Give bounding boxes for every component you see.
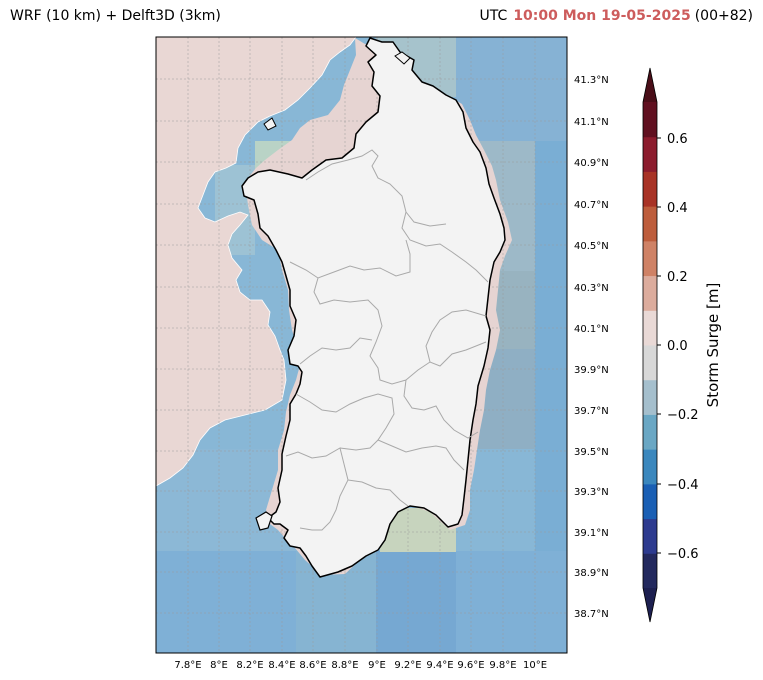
lon-label: 9°E <box>368 660 386 671</box>
colorbar-segment <box>643 483 657 520</box>
colorbar-segment <box>643 345 657 381</box>
colorbar: 0.6 0.4 0.2 0.0 −0.2 −0.4 −0.6 Storm Sur… <box>642 67 722 623</box>
island-asinara <box>263 117 277 131</box>
lon-label: 8.6°E <box>299 660 326 671</box>
lat-label: 40.1°N <box>574 324 609 335</box>
lat-label: 38.7°N <box>574 609 609 620</box>
colorbar-tick-label: 0.2 <box>667 270 688 285</box>
lon-label: 8.8°E <box>331 660 358 671</box>
colorbar-segment <box>643 275 657 311</box>
colorbar-segment <box>643 136 657 172</box>
colorbar-segment <box>643 414 657 450</box>
lat-label: 40.9°N <box>574 158 609 169</box>
colorbar-segment <box>643 553 657 589</box>
colorbar-under-extension <box>643 588 657 622</box>
lat-label: 39.5°N <box>574 447 609 458</box>
lat-label: 39.1°N <box>574 528 609 539</box>
province-boundaries <box>285 149 489 531</box>
lat-label: 39.3°N <box>574 487 609 498</box>
lon-label: 7.8°E <box>174 660 201 671</box>
sardinia-landmass <box>241 37 506 578</box>
lat-label: 39.9°N <box>574 365 609 376</box>
lon-label: 8°E <box>210 660 228 671</box>
lon-label: 9.4°E <box>426 660 453 671</box>
colorbar-tick-label: −0.4 <box>667 478 699 493</box>
valid-time: UTC 10:00 Mon 19-05-2025 (00+82) <box>480 8 753 24</box>
colorbar-over-extension <box>643 68 657 102</box>
lon-label: 9.8°E <box>489 660 516 671</box>
lat-label: 38.9°N <box>574 568 609 579</box>
lon-label: 8.4°E <box>268 660 295 671</box>
colorbar-segment <box>643 240 657 277</box>
colorbar-segment <box>643 449 657 485</box>
longitude-labels: 7.8°E 8°E 8.2°E 8.4°E 8.6°E 8.8°E 9°E 9.… <box>174 660 547 671</box>
colorbar-segment <box>643 206 657 242</box>
colorbar-title: Storm Surge [m] <box>704 283 722 408</box>
surge-cell <box>455 37 567 141</box>
utc-label: UTC <box>479 8 508 24</box>
colorbar-segments <box>643 102 657 589</box>
map-title: WRF (10 km) + Delft3D (3km) <box>10 8 221 24</box>
lat-label: 41.3°N <box>574 75 609 86</box>
lat-label: 40.7°N <box>574 200 609 211</box>
colorbar-segment <box>643 310 657 346</box>
colorbar-tick-label: 0.0 <box>667 339 688 354</box>
lon-label: 8.2°E <box>236 660 263 671</box>
island-maddalena <box>394 51 411 65</box>
colorbar-segment <box>643 102 657 138</box>
lon-label: 9.6°E <box>457 660 484 671</box>
forecast-step-label: (00+82) <box>694 8 753 24</box>
surge-cell <box>376 551 456 653</box>
lat-label: 41.1°N <box>574 117 609 128</box>
colorbar-tick-label: −0.2 <box>667 408 699 423</box>
lon-label: 9.2°E <box>394 660 421 671</box>
colorbar-segment <box>643 379 657 415</box>
map-frame <box>155 36 568 654</box>
island-sant-antioco <box>255 511 273 531</box>
map-panel <box>156 37 567 653</box>
lon-label: 10°E <box>523 660 547 671</box>
colorbar-tick-label: −0.6 <box>667 547 699 562</box>
surge-cell <box>535 141 567 551</box>
colorbar-tick-label: 0.4 <box>667 201 688 216</box>
latitude-labels: 41.3°N 41.1°N 40.9°N 40.7°N 40.5°N 40.3°… <box>574 75 609 620</box>
colorbar-outline <box>642 67 658 623</box>
colorbar-tick-label: 0.6 <box>667 132 688 147</box>
colorbar-ticks <box>657 137 661 554</box>
colorbar-segment <box>643 518 657 554</box>
lat-label: 40.3°N <box>574 283 609 294</box>
lat-label: 40.5°N <box>574 241 609 252</box>
colorbar-segment <box>643 171 657 207</box>
datetime-label: 10:00 Mon 19-05-2025 <box>513 8 691 24</box>
lat-label: 39.7°N <box>574 406 609 417</box>
mainland-coast-area <box>156 37 357 487</box>
